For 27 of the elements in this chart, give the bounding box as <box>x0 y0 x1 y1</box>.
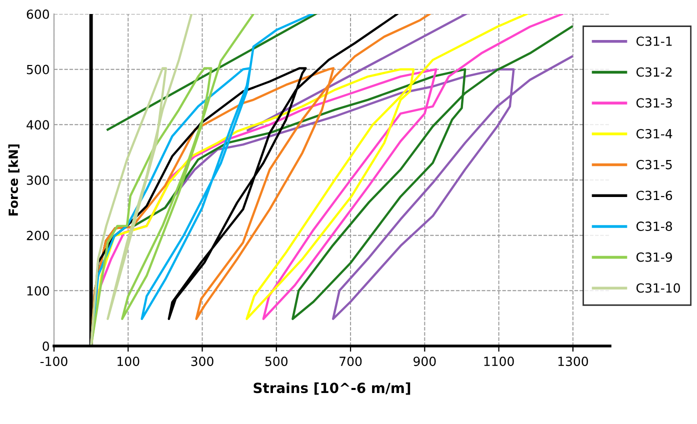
y-axis-title: Force [kN] <box>8 144 20 216</box>
y-tick-label: 600 <box>26 9 50 19</box>
x-tick-label: 300 <box>191 356 214 366</box>
y-tick-label: 500 <box>26 64 50 74</box>
x-tick-label: 900 <box>414 356 436 366</box>
legend-label: C31-1 <box>636 36 672 46</box>
legend-label: C31-10 <box>636 283 680 293</box>
line-series <box>90 14 193 346</box>
x-tick-label: 100 <box>118 356 140 366</box>
legend-label: C31-6 <box>636 190 672 200</box>
y-tick-label: 0 <box>42 341 50 351</box>
legend-label: C31-8 <box>636 222 672 232</box>
legend-label: C31-9 <box>636 252 672 262</box>
legend-label: C31-4 <box>636 129 672 138</box>
x-tick-label: 700 <box>340 356 362 366</box>
y-tick-label: 300 <box>26 175 50 185</box>
x-tick-label: -100 <box>40 356 68 366</box>
x-tick-label: 500 <box>265 356 288 366</box>
legend-label: C31-2 <box>636 67 672 77</box>
legend-label: C31-5 <box>636 160 672 170</box>
y-tick-label: 400 <box>26 120 50 130</box>
x-axis-title: Strains [10^-6 m/m] <box>254 382 410 395</box>
legend-label: C31-3 <box>636 98 672 108</box>
x-tick-label: 1100 <box>484 356 514 366</box>
y-tick-label: 100 <box>27 286 50 296</box>
x-tick-label: 1300 <box>558 356 588 366</box>
y-tick-label: 200 <box>26 230 50 240</box>
